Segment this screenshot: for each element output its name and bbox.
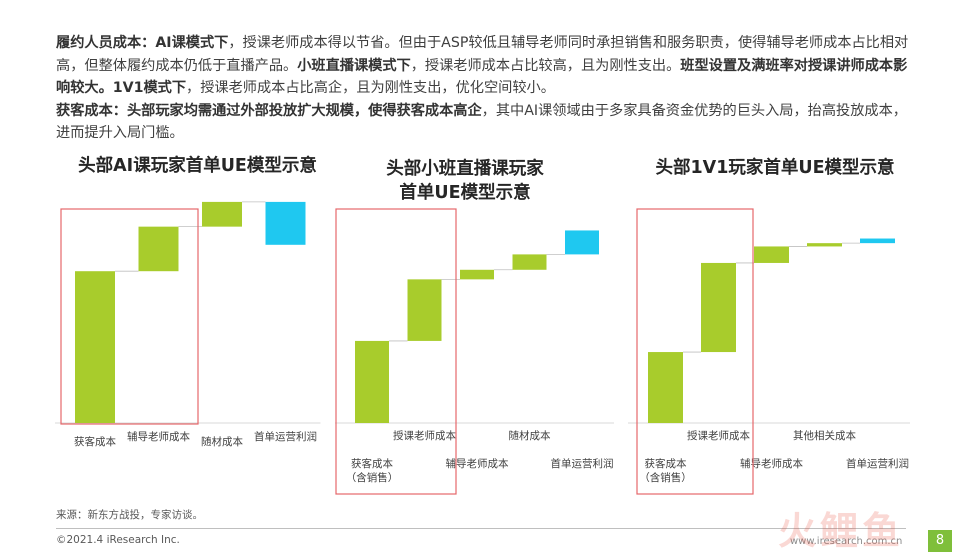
chart-2-category-label-0-line2: （含销售） — [639, 471, 692, 484]
chart-1-category-label-4: 首单运营利润 — [551, 457, 614, 470]
chart-0-bar-3 — [265, 201, 306, 245]
chart-2-category-label-0-line1: 获客成本 — [645, 457, 687, 470]
chart-title-1v1: 头部1V1玩家首单UE模型示意 — [655, 158, 895, 178]
chart-title-small-class: 头部小班直播课玩家 首单UE模型示意 — [355, 157, 575, 205]
chart-0-highlight-box — [60, 208, 199, 425]
chart-1-bar-1 — [407, 279, 442, 341]
chart-2-bar-1 — [701, 262, 736, 353]
source-note: 来源：新东方战投，专家访谈。 — [56, 509, 203, 521]
chart-0-bar-0 — [75, 271, 115, 423]
chart-1-bar-2 — [460, 269, 494, 280]
chart-1-category-label-1: 授课老师成本 — [393, 429, 456, 442]
website-url: www.iresearch.com.cn — [790, 536, 903, 547]
chart-2-category-label-4: 首单运营利润 — [846, 457, 909, 470]
page-number: 8 — [928, 530, 952, 552]
chart-2-bar-3 — [807, 243, 842, 247]
copyright: ©2021.4 iResearch Inc. — [56, 534, 180, 546]
chart-1-highlight-box — [335, 208, 457, 495]
chart-0-bar-2 — [202, 201, 242, 227]
paragraph-fulfillment-cost: 履约人员成本：AI课模式下，授课老师成本得以节省。但由于ASP较低且辅导老师同时… — [56, 35, 909, 96]
chart-1-bar-0 — [355, 340, 389, 423]
chart-0-category-label-3: 首单运营利润 — [254, 430, 317, 443]
chart-1-category-label-0-line1: 获客成本 — [351, 457, 393, 470]
chart-2-bar-4 — [860, 238, 895, 244]
chart-0-category-label-0: 获客成本 — [74, 435, 116, 448]
chart-2-category-label-1: 授课老师成本 — [687, 429, 750, 442]
chart-0-category-label-1: 辅导老师成本 — [127, 430, 190, 443]
chart-1-category-label-3: 随材成本 — [509, 429, 551, 442]
chart-1-bar-4 — [565, 230, 599, 255]
chart-title-small-class-line2: 首单UE模型示意 — [399, 183, 531, 203]
watermark: 火鲤鱼 — [778, 509, 905, 553]
chart-2-bar-0 — [648, 352, 683, 423]
body-paragraph: 履约人员成本：AI课模式下，授课老师成本得以节省。但由于ASP较低且辅导老师同时… — [56, 32, 916, 145]
chart-0-bar-1 — [138, 226, 179, 272]
paragraph-acquisition-cost: 获客成本：头部玩家均需通过外部投放扩大规模，使得获客成本高企，其中AI课领域由于… — [56, 102, 907, 142]
chart-title-small-class-line1: 头部小班直播课玩家 — [386, 159, 544, 179]
chart-1-category-label-2: 辅导老师成本 — [446, 457, 509, 470]
chart-2-category-label-2: 辅导老师成本 — [740, 457, 803, 470]
chart-2-category-label-0: 获客成本（含销售） — [639, 457, 692, 484]
chart-title-ai: 头部AI课玩家首单UE模型示意 — [78, 156, 317, 176]
chart-2-category-label-3: 其他相关成本 — [793, 429, 856, 442]
chart-0-category-label-2: 随材成本 — [201, 435, 243, 448]
chart-2-highlight-box — [636, 208, 754, 495]
chart-1-bar-3 — [512, 254, 547, 270]
footer-divider — [56, 528, 906, 529]
chart-1-category-label-0-line2: （含销售） — [346, 471, 399, 484]
chart-2-bar-2 — [754, 246, 789, 263]
chart-1-category-label-0: 获客成本（含销售） — [346, 457, 399, 484]
